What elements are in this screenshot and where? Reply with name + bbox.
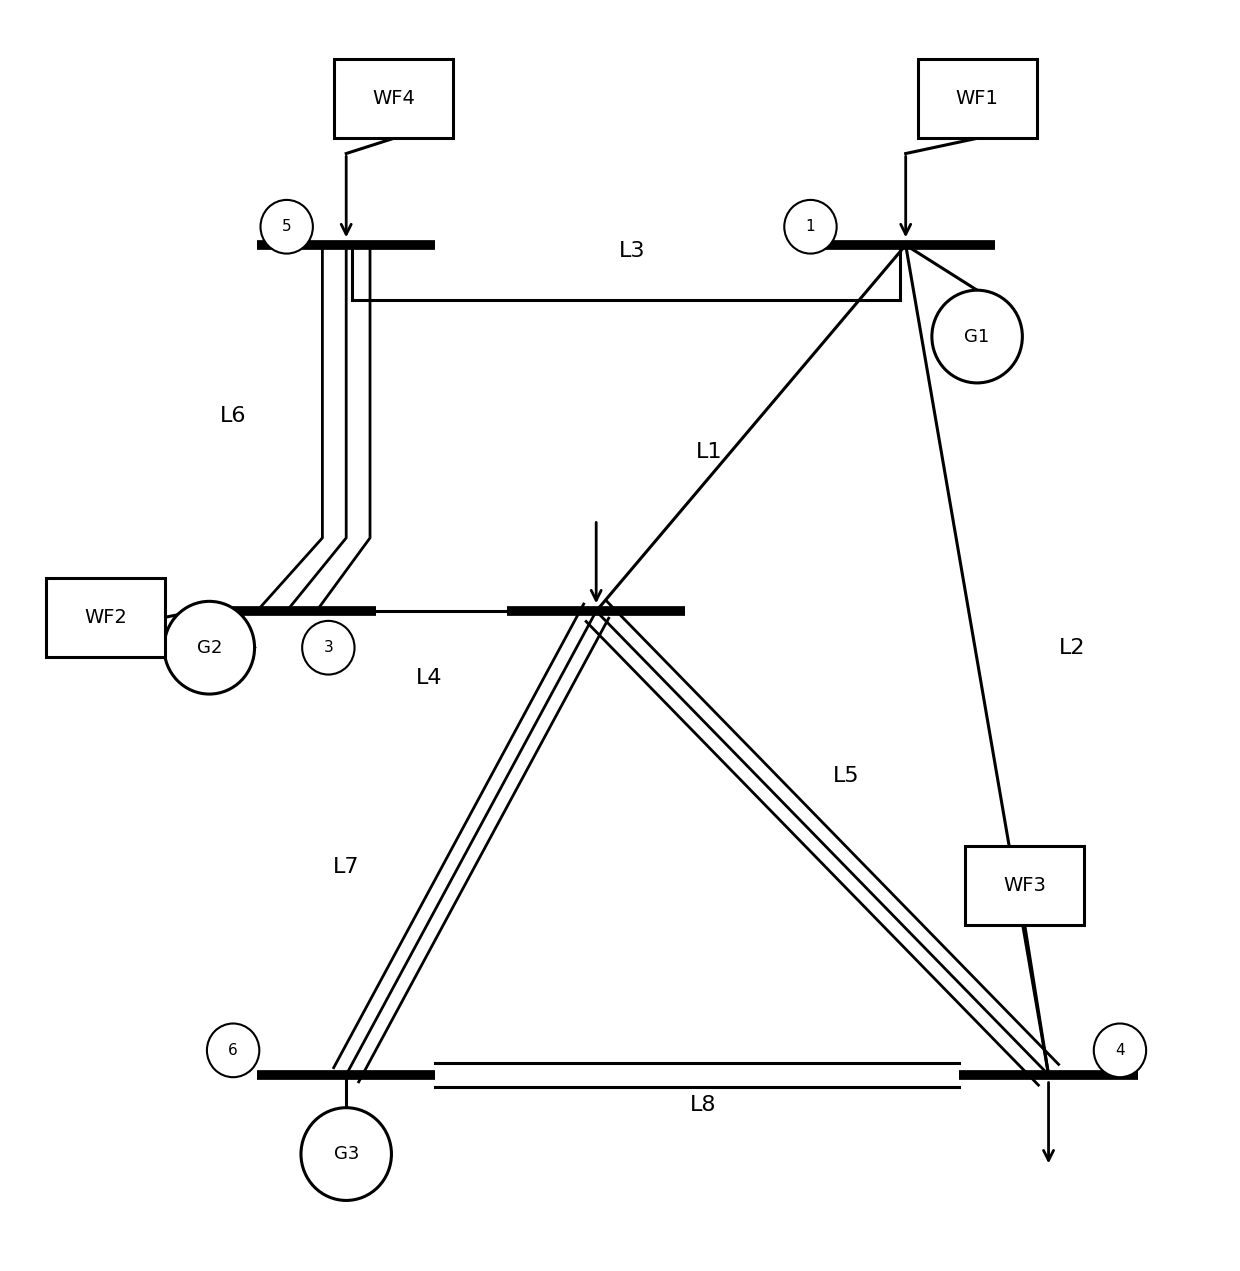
Text: L4: L4 bbox=[417, 669, 443, 688]
Text: L2: L2 bbox=[1059, 638, 1085, 657]
Circle shape bbox=[260, 200, 312, 254]
Bar bbox=[335, 58, 454, 139]
Circle shape bbox=[932, 290, 1022, 383]
Circle shape bbox=[301, 1108, 392, 1200]
Text: WF2: WF2 bbox=[84, 608, 128, 627]
Text: WF3: WF3 bbox=[1003, 876, 1047, 895]
Text: G1: G1 bbox=[965, 328, 990, 346]
Bar bbox=[46, 577, 165, 657]
Text: L3: L3 bbox=[619, 241, 645, 261]
Text: WF4: WF4 bbox=[372, 89, 415, 108]
Text: 6: 6 bbox=[228, 1042, 238, 1057]
Text: L1: L1 bbox=[696, 442, 723, 463]
Text: L8: L8 bbox=[691, 1096, 717, 1115]
Bar bbox=[965, 846, 1084, 925]
Circle shape bbox=[207, 1023, 259, 1078]
Text: L6: L6 bbox=[219, 405, 247, 426]
Circle shape bbox=[1094, 1023, 1146, 1078]
Text: 3: 3 bbox=[324, 641, 334, 656]
Text: 1: 1 bbox=[806, 219, 815, 234]
Circle shape bbox=[303, 620, 355, 675]
Text: L5: L5 bbox=[833, 766, 859, 785]
Text: L7: L7 bbox=[334, 858, 360, 877]
Text: 4: 4 bbox=[1115, 1042, 1125, 1057]
Text: WF1: WF1 bbox=[956, 89, 998, 108]
Text: G2: G2 bbox=[197, 639, 222, 657]
Text: 5: 5 bbox=[281, 219, 291, 234]
Bar bbox=[918, 58, 1037, 139]
Circle shape bbox=[784, 200, 837, 254]
Circle shape bbox=[164, 601, 254, 694]
Text: G3: G3 bbox=[334, 1145, 358, 1163]
